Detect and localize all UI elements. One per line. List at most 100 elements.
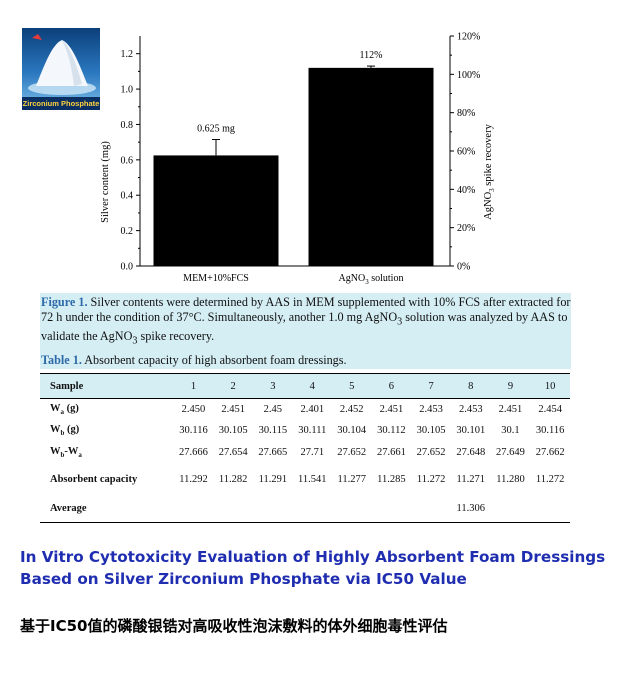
chinese-title: 基于IC50值的磷酸银锆对高吸收性泡沫敷料的体外细胞毒性评估 <box>20 617 448 635</box>
left-tick-label: 0.4 <box>121 191 134 202</box>
data-table: Sample 1 2 3 4 5 6 7 8 9 10 Wa (g) 2.450 2.451 2.45 2… <box>40 373 570 523</box>
table-cell <box>530 495 570 523</box>
table-cell: 11.272 <box>416 473 446 485</box>
absorbent-capacity-table: Sample 1 2 3 4 5 6 7 8 9 10 Wa (g) 2.450 2.451 2.45 2… <box>40 373 570 523</box>
table-cell: 30.1 <box>501 425 520 437</box>
row-label-text: Wa (g) <box>50 402 79 417</box>
table-cell: 30.115 <box>258 425 288 437</box>
row-label-text: Wb-Wa <box>50 445 82 459</box>
table-cell: 2.453 <box>419 404 443 415</box>
y-axis-label-right: AgNO3 spike recovery <box>483 123 496 219</box>
x-tick-label-2: AgNO3 solution <box>339 273 404 286</box>
right-tick-label: 120% <box>457 32 480 43</box>
english-title-line-1: In Vitro Cytotoxicity Evaluation of High… <box>20 548 606 566</box>
left-tick-label: 1.2 <box>121 49 134 60</box>
y-axis-label-left: Silver content (mg) <box>100 141 111 223</box>
subscript-3b: 3 <box>132 335 138 347</box>
english-title: In Vitro Cytotoxicity Evaluation of High… <box>20 546 620 590</box>
table-cell: 30.105 <box>218 425 248 437</box>
right-tick-label: 80% <box>457 108 475 119</box>
table-cell: 27.665 <box>258 446 288 458</box>
english-title-line-2: Based on Silver Zirconium Phosphate via … <box>20 570 467 588</box>
table-row: Absorbent capacity 11.292 11.282 11.291 11.5… <box>40 463 570 495</box>
data-label-1: 0.625 mg <box>197 124 235 135</box>
table-cell: 11.292 <box>179 473 208 485</box>
table-cell: 30.112 <box>377 425 406 437</box>
logo-caption: Zirconium Phosphate <box>22 97 100 110</box>
right-y-axis: 0% 20% 40% 60% 80% 100% 120% <box>449 32 480 273</box>
silver-content-chart: 0.0 0.2 0.4 0.6 0.8 1.0 1.2 0% 20% 40% 60% 80% 100%… <box>100 32 496 287</box>
table-cell: 27.666 <box>179 446 208 458</box>
header-sample: Sample <box>40 373 174 399</box>
table-cell: 11.277 <box>337 473 366 485</box>
header-col-1: 1 <box>173 373 214 399</box>
header-col-10: 10 <box>530 373 570 399</box>
table-cell: 11.541 <box>298 473 327 485</box>
bars-group: 0.625 mg 112% <box>153 50 434 266</box>
table-cell: 11.282 <box>218 473 248 485</box>
figure-caption-text-2: solution was analyzed by AAS to validate… <box>41 309 568 344</box>
table-cell: 11.306 <box>450 495 491 523</box>
right-tick-label: 40% <box>457 185 475 196</box>
header-col-9: 9 <box>490 373 531 399</box>
right-tick-label: 60% <box>457 147 475 158</box>
header-col-3: 3 <box>253 373 293 399</box>
header-col-2: 2 <box>213 373 253 399</box>
right-tick-label: 0% <box>457 262 470 273</box>
figure-caption-text-3: spike recovery. <box>137 329 215 344</box>
table-cell: 2.454 <box>538 404 562 415</box>
row-label: Average <box>40 495 174 523</box>
table-cell: 30.105 <box>416 425 446 437</box>
row-label-text: Wb (g) <box>50 424 80 438</box>
bar-2 <box>308 67 434 266</box>
table-body: Wa (g) 2.450 2.451 2.45 2.401 2.452 2.451 2.453… <box>40 399 570 523</box>
left-tick-label: 1.0 <box>121 85 134 96</box>
table-cell: 2.452 <box>339 404 364 415</box>
table-cell: 11.291 <box>258 473 288 485</box>
row-label: Wa (g) <box>40 399 174 421</box>
left-tick-label: 0.0 <box>121 262 134 273</box>
figure-label: Figure 1. <box>41 295 88 309</box>
row-label-text: Average <box>50 503 87 514</box>
table-cell <box>411 495 451 523</box>
x-tick-labels: MEM+10%FCS AgNO3 solution <box>183 273 403 286</box>
table-cell: 11.272 <box>535 473 565 485</box>
table-cell: 2.45 <box>263 404 283 415</box>
table-row: Wa (g) 2.450 2.451 2.45 2.401 2.452 2.451 2.453… <box>40 399 570 421</box>
table-cell: 30.111 <box>298 425 327 437</box>
table-cell <box>490 495 531 523</box>
figure-caption: Figure 1. Silver contents were determine… <box>40 293 571 353</box>
table-cell: 27.654 <box>218 446 248 458</box>
table-cell: 27.661 <box>376 446 406 458</box>
left-tick-label: 0.6 <box>121 155 134 166</box>
table-cell <box>292 495 332 523</box>
table-cell: 30.116 <box>535 425 565 437</box>
row-label: Wb-Wa <box>40 442 174 464</box>
header-col-5: 5 <box>331 373 372 399</box>
table-cell: 11.280 <box>496 473 525 485</box>
table-cell: 27.71 <box>300 446 325 458</box>
table-cell: 11.271 <box>456 473 486 485</box>
data-label-2: 112% <box>360 50 383 61</box>
header-col-8: 8 <box>450 373 491 399</box>
table-cell: 2.451 <box>379 404 404 415</box>
table-cell <box>173 495 214 523</box>
table-row: Wb-Wa 27.666 27.654 27.665 27.71 27.652 27.661… <box>40 442 570 464</box>
right-tick-label: 20% <box>457 223 475 234</box>
table-cell: 2.450 <box>181 404 206 415</box>
table-cell: 27.648 <box>456 446 486 458</box>
left-tick-label: 0.8 <box>121 120 134 131</box>
zirconium-phosphate-logo: Zirconium Phosphate <box>22 28 100 110</box>
table-title: Table 1. Absorbent capacity of high abso… <box>40 352 571 369</box>
table-cell: 27.649 <box>496 446 525 458</box>
left-tick-label: 0.2 <box>121 226 134 237</box>
table-cell <box>371 495 412 523</box>
header-col-6: 6 <box>371 373 412 399</box>
table-cell: 30.101 <box>456 425 486 437</box>
table-cell: 2.451 <box>498 404 523 415</box>
table-cell: 27.652 <box>416 446 446 458</box>
x-tick-label-1: MEM+10%FCS <box>183 273 249 284</box>
table-label: Table 1. <box>41 353 82 367</box>
table-header-row: Sample 1 2 3 4 5 6 7 8 9 10 <box>40 373 570 399</box>
right-tick-label: 100% <box>457 70 480 81</box>
